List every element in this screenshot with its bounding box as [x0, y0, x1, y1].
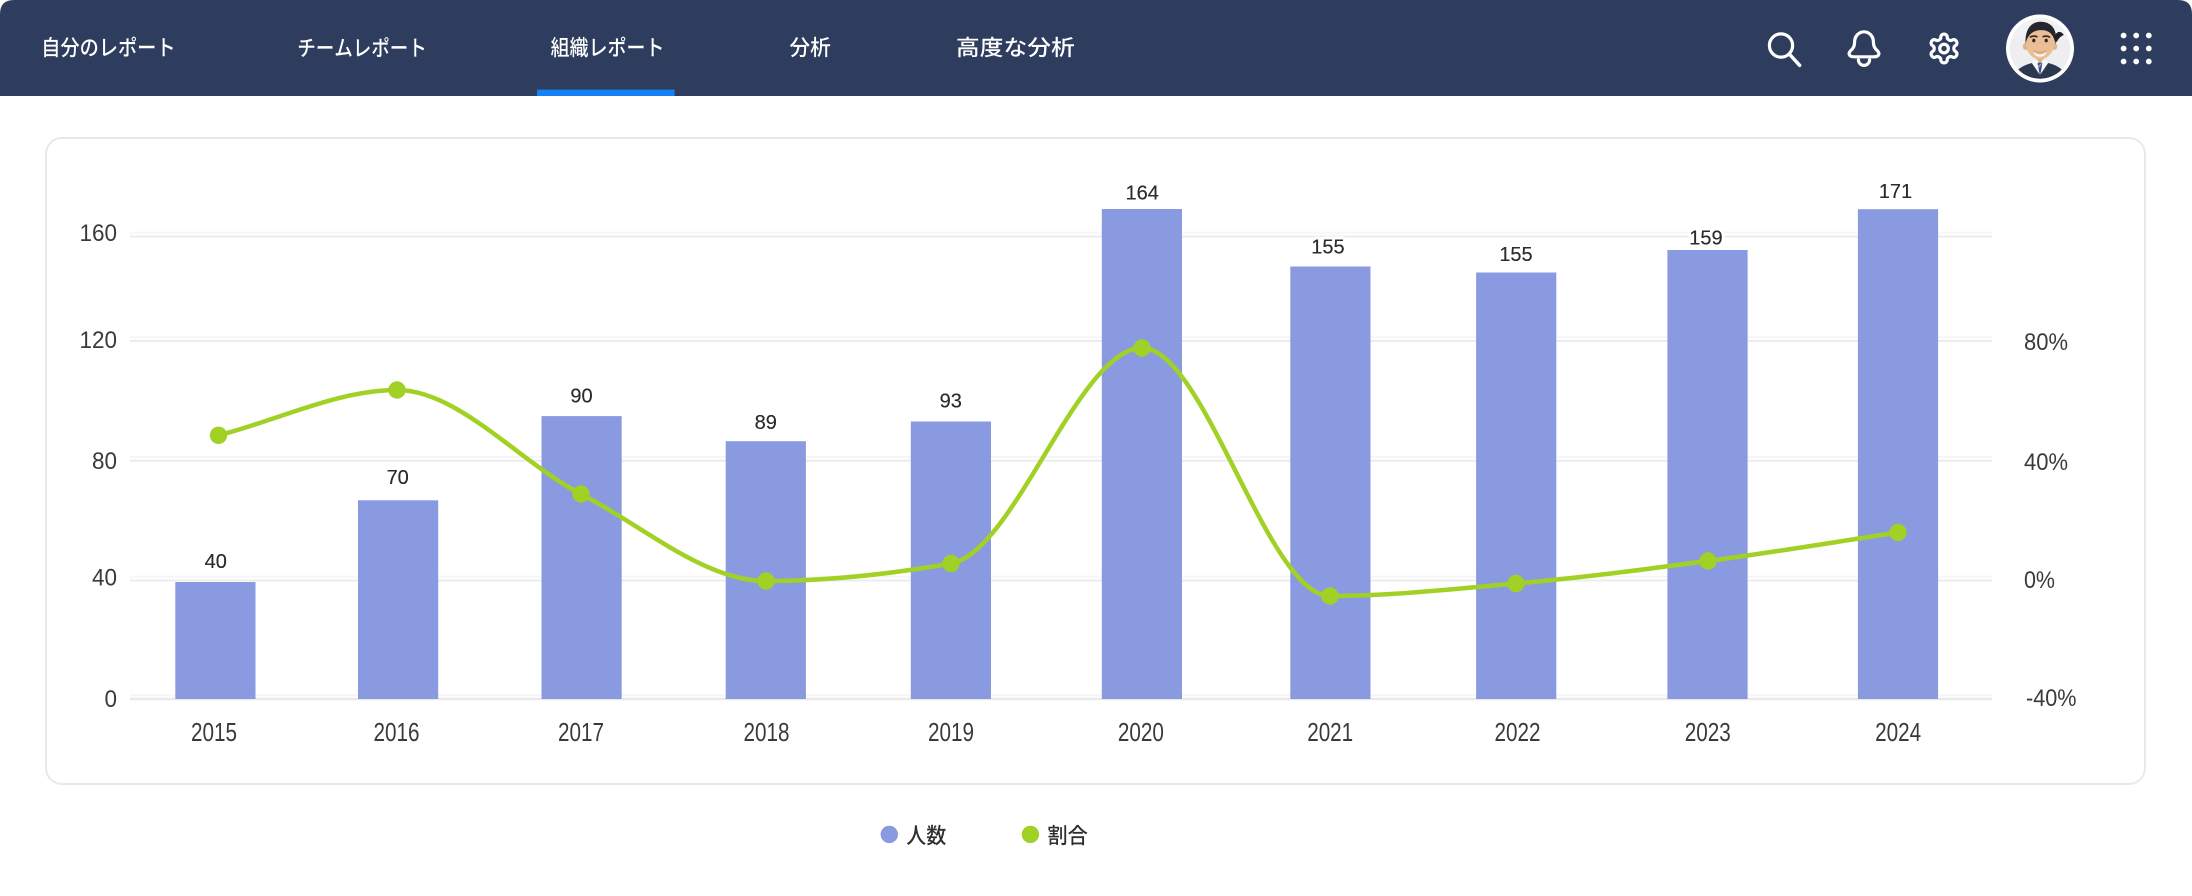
svg-text:40: 40 — [205, 551, 227, 573]
svg-text:155: 155 — [1311, 237, 1344, 259]
svg-text:2020: 2020 — [1118, 719, 1164, 747]
svg-text:40: 40 — [205, 551, 227, 573]
svg-text:40: 40 — [92, 564, 117, 591]
svg-text:2015: 2015 — [191, 719, 237, 747]
svg-text:120: 120 — [80, 327, 118, 354]
svg-text:155: 155 — [1311, 237, 1344, 259]
svg-text:2023: 2023 — [1685, 719, 1731, 747]
svg-text:70: 70 — [387, 467, 409, 489]
svg-text:159: 159 — [1689, 228, 1722, 250]
svg-text:155: 155 — [1499, 244, 1532, 266]
svg-text:89: 89 — [755, 412, 777, 434]
svg-text:0: 0 — [105, 686, 118, 713]
svg-text:155: 155 — [1499, 244, 1532, 266]
svg-text:2024: 2024 — [1875, 719, 1921, 747]
svg-text:171: 171 — [1879, 181, 1912, 203]
svg-text:159: 159 — [1689, 228, 1722, 250]
svg-text:160: 160 — [80, 220, 118, 247]
svg-text:93: 93 — [940, 391, 962, 413]
svg-text:90: 90 — [570, 386, 592, 408]
svg-text:2019: 2019 — [928, 719, 974, 747]
svg-text:2022: 2022 — [1495, 719, 1541, 747]
svg-text:171: 171 — [1879, 181, 1912, 203]
svg-text:2021: 2021 — [1307, 719, 1353, 747]
svg-text:70: 70 — [387, 467, 409, 489]
svg-text:2018: 2018 — [744, 719, 790, 747]
svg-text:90: 90 — [570, 386, 592, 408]
svg-text:89: 89 — [755, 412, 777, 434]
svg-text:-40%: -40% — [2026, 685, 2077, 712]
svg-text:40%: 40% — [2024, 449, 2068, 476]
svg-text:2017: 2017 — [558, 719, 604, 747]
svg-text:93: 93 — [940, 391, 962, 413]
svg-text:0%: 0% — [2024, 567, 2055, 594]
svg-text:164: 164 — [1126, 183, 1159, 205]
svg-text:80: 80 — [92, 448, 117, 475]
svg-text:80%: 80% — [2024, 329, 2068, 356]
svg-text:2016: 2016 — [374, 719, 420, 747]
svg-text:164: 164 — [1126, 183, 1159, 205]
